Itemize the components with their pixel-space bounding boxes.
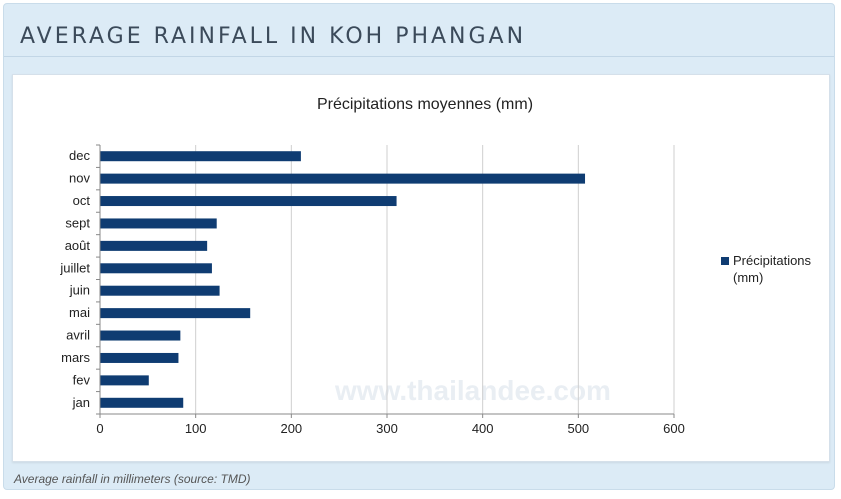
bar-2 xyxy=(100,173,586,184)
bar-7 xyxy=(100,285,220,296)
y-tick-label: juillet xyxy=(59,260,90,275)
axis-layer: dec nov oct sept août juillet juin mai avril mars… xyxy=(59,144,685,436)
grid-layer xyxy=(99,145,675,414)
y-tick-label: dec xyxy=(69,148,90,163)
x-tick-label: 500 xyxy=(567,421,589,436)
legend-swatch xyxy=(721,257,729,265)
bar-11 xyxy=(100,375,149,386)
bar-12 xyxy=(100,397,184,408)
chart-caption: Average rainfall in millimeters (source:… xyxy=(14,472,251,486)
x-tick-label: 600 xyxy=(663,421,685,436)
y-tick-label: jan xyxy=(72,395,90,410)
x-tick-label: 400 xyxy=(472,421,494,436)
bar-10 xyxy=(100,352,179,363)
y-tick-label: août xyxy=(65,238,91,253)
bar-6 xyxy=(100,263,212,274)
bar-1 xyxy=(100,151,301,162)
x-tick-label: 0 xyxy=(96,421,103,436)
bar-8 xyxy=(100,308,251,319)
legend: Précipitations (mm) xyxy=(721,253,815,285)
y-tick-label: sept xyxy=(65,215,90,230)
rainfall-panel: AVERAGE RAINFALL IN KOH PHANGAN Précipit… xyxy=(3,3,835,490)
y-tick-label: nov xyxy=(69,171,90,186)
y-tick-label: mai xyxy=(69,305,90,320)
chart-card: Précipitations moyennes (mm) www.thailan… xyxy=(12,74,830,462)
bar-4 xyxy=(100,218,217,229)
panel-header: AVERAGE RAINFALL IN KOH PHANGAN xyxy=(4,4,834,57)
rainfall-chart: Précipitations moyennes (mm) www.thailan… xyxy=(59,96,815,436)
x-tick-label: 200 xyxy=(280,421,302,436)
y-tick-label: fev xyxy=(73,372,91,387)
bar-5 xyxy=(100,240,208,251)
bar-9 xyxy=(100,330,181,341)
chart-title: Précipitations moyennes (mm) xyxy=(317,96,533,113)
page-title: AVERAGE RAINFALL IN KOH PHANGAN xyxy=(20,24,527,49)
y-tick-label: juin xyxy=(69,283,90,298)
y-tick-label: avril xyxy=(66,328,90,343)
y-tick-label: oct xyxy=(73,193,91,208)
bar-layer xyxy=(100,151,586,408)
x-tick-label: 300 xyxy=(376,421,398,436)
y-tick-label: mars xyxy=(61,350,90,365)
bar-3 xyxy=(100,196,397,207)
legend-label: Précipitations (mm) xyxy=(733,253,815,285)
watermark: www.thailandee.com xyxy=(334,375,611,406)
x-tick-label: 100 xyxy=(185,421,207,436)
